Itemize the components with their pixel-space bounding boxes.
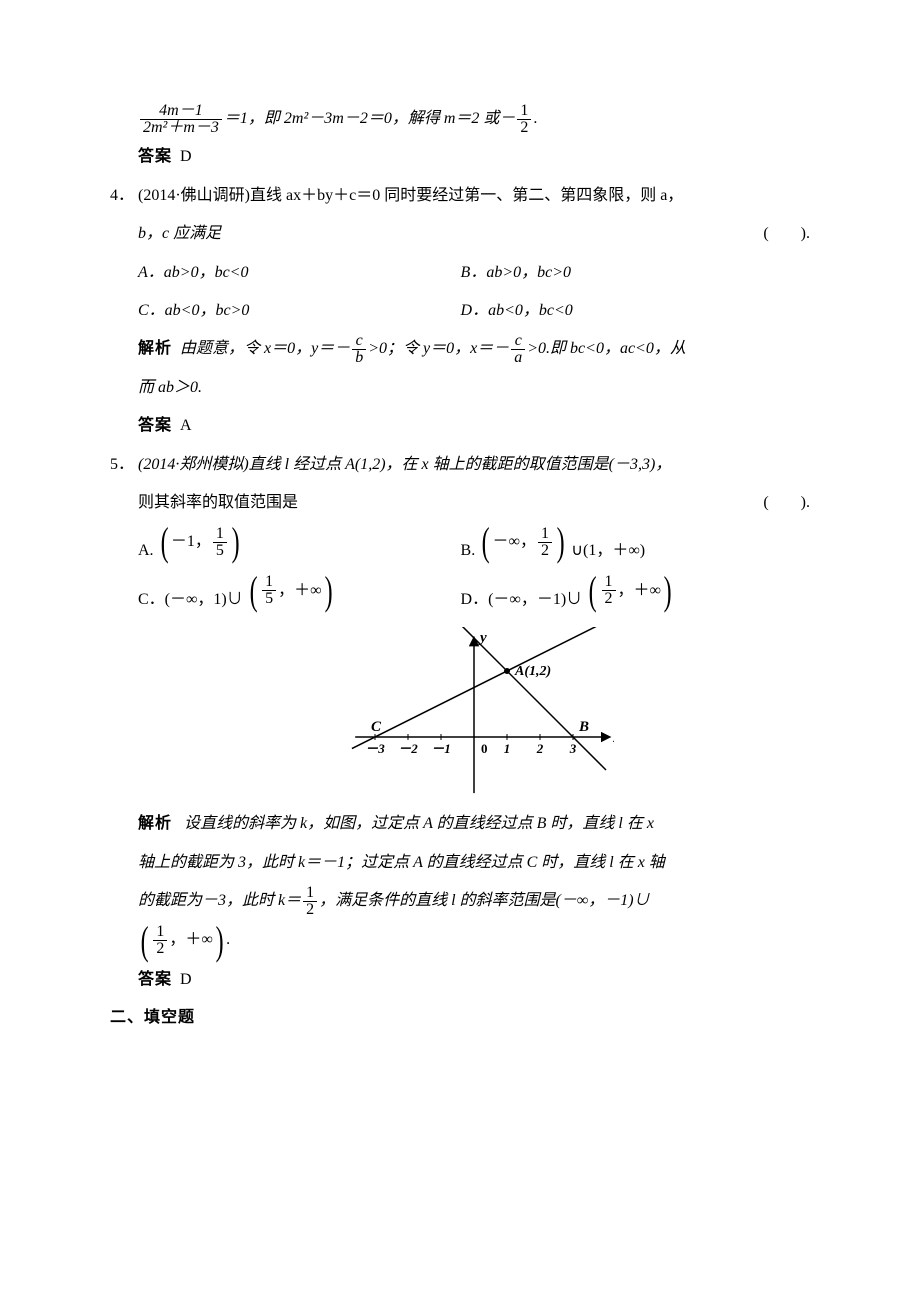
- q3-ans-label: 答案: [138, 138, 172, 176]
- q5-opts-row1: A. ( －1， 1 5 ) B. ( －∞， 1 2 ): [138, 522, 810, 570]
- q5-A-pre: A.: [138, 542, 154, 559]
- svg-text:2: 2: [536, 741, 544, 756]
- q4-answer: 答案 A: [138, 407, 810, 445]
- q5-B-p1: －∞，: [493, 523, 536, 561]
- q4-frac2: c a: [511, 333, 525, 366]
- q5-sol-l4-fd: 2: [153, 940, 167, 957]
- q4-paren: ( ).: [763, 215, 810, 253]
- svg-text:0: 0: [481, 741, 488, 756]
- q5-stem2-row: 则其斜率的取值范围是 ( ).: [138, 484, 810, 522]
- q5-sol-label: 解析: [138, 815, 172, 832]
- q5-optB: B. ( －∞， 1 2 ) ∪(1，＋∞): [461, 522, 646, 570]
- q5-D-suf: ，＋∞: [618, 572, 661, 610]
- q3-period: .: [533, 100, 537, 138]
- q5-B-suf: ∪(1，＋∞): [571, 542, 645, 559]
- q3-frac1-d: 2m²＋m－3: [140, 119, 222, 136]
- q4-ans-label: 答案: [138, 407, 172, 445]
- q5-answer: 答案 D: [138, 961, 810, 999]
- q5-opts-row2: C．(－∞，1)∪ ( 1 5 ，＋∞ ) D．(－∞，－1)∪ ( 1 2 ，…: [138, 571, 810, 619]
- q4-sol: 解析 由题意，令 x＝0，y＝－ c b >0；令 y＝0，x＝－ c a >0…: [138, 330, 810, 368]
- q5-optC: C．(－∞，1)∪ ( 1 5 ，＋∞ ): [138, 571, 461, 619]
- q4-opts-row2: C．ab<0，bc>0 D．ab<0，bc<0: [138, 292, 810, 330]
- q4-sol-mid2: >0.即 bc<0，ac<0，从: [527, 330, 686, 368]
- svg-text:－2: －2: [398, 741, 418, 756]
- q4-sol-label: 解析: [138, 330, 172, 368]
- q5-ans-label: 答案: [138, 961, 172, 999]
- q5-C-suf: ，＋∞: [278, 572, 321, 610]
- q5-sol-l4: ( 1 2 ，＋∞ ) .: [138, 921, 810, 961]
- q5-A-fd: 5: [213, 542, 227, 559]
- q5-paren: ( ).: [763, 484, 810, 522]
- q5-figure: －3－2－11230xyA(1,2)BC: [334, 627, 614, 797]
- q5-A-fn: 1: [213, 526, 227, 542]
- q5-sol-l1: 设直线的斜率为 k，如图，过定点 A 的直线经过点 B 时，直线 l 在 x: [184, 815, 654, 832]
- q5-B-fn: 1: [538, 526, 552, 542]
- q5-sol-l4-fn: 1: [153, 924, 167, 940]
- q5-D-pre: D．(－∞，－1)∪: [461, 591, 583, 608]
- svg-text:3: 3: [569, 741, 577, 756]
- q4-stem1: (2014·佛山调研)直线 ax＋by＋c＝0 同时要经过第一、第二、第四象限，…: [138, 177, 810, 215]
- q5-A-p1: －1，: [171, 523, 211, 561]
- q5: 5． (2014·郑州模拟)直线 l 经过点 A(1,2)，在 x 轴上的截距的…: [110, 446, 810, 999]
- q5-sol-l3-post: ，满足条件的直线 l 的斜率范围是(－∞，－1)∪: [319, 882, 650, 920]
- q4-num: 4．: [110, 177, 138, 215]
- q4: 4． (2014·佛山调研)直线 ax＋by＋c＝0 同时要经过第一、第二、第四…: [110, 177, 810, 446]
- svg-text:C: C: [371, 719, 382, 735]
- q4-sol-pre: 由题意，令 x＝0，y＝－: [180, 330, 350, 368]
- q5-sol-fn: 1: [303, 885, 317, 901]
- q4-f2d: a: [511, 349, 525, 366]
- q4-optD: D．ab<0，bc<0: [461, 292, 573, 330]
- q4-ans-val: A: [180, 407, 192, 445]
- q4-frac1: c b: [352, 333, 366, 366]
- q5-sol-l4-end: .: [226, 921, 230, 959]
- q5-sol-l3: 的截距为－3，此时 k＝ 1 2 ，满足条件的直线 l 的斜率范围是(－∞，－1…: [138, 882, 810, 920]
- q3-frac2: 1 2: [517, 103, 531, 136]
- q5-B-pre: B.: [461, 542, 476, 559]
- q4-f1d: b: [352, 349, 366, 366]
- q3-tail: 4m－1 2m²＋m－3 ＝1，即 2m²－3m－2＝0，解得 m＝2 或－ 1…: [110, 100, 810, 177]
- q5-sol-fd: 2: [303, 901, 317, 918]
- q5-C-fn: 1: [262, 574, 276, 590]
- q3-answer: 答案 D: [138, 138, 810, 176]
- q5-sol-l1-row: 解析 设直线的斜率为 k，如图，过定点 A 的直线经过点 B 时，直线 l 在 …: [138, 805, 810, 843]
- q5-C-fd: 5: [262, 590, 276, 607]
- q5-num: 5．: [110, 446, 138, 484]
- q3-frac1-n: 4m－1: [156, 103, 206, 119]
- q4-sol-l2: 而 ab＞0.: [138, 369, 810, 407]
- q5-optD: D．(－∞，－1)∪ ( 1 2 ，＋∞ ): [461, 571, 675, 619]
- svg-text:－3: －3: [365, 741, 385, 756]
- q5-D-fn: 1: [602, 574, 616, 590]
- q5-B-fd: 2: [538, 542, 552, 559]
- q5-sol-l3-pre: 的截距为－3，此时 k＝: [138, 882, 301, 920]
- q3-eq: 4m－1 2m²＋m－3 ＝1，即 2m²－3m－2＝0，解得 m＝2 或－ 1…: [138, 100, 810, 138]
- q4-stem2-row: b，c 应满足 ( ).: [138, 215, 810, 253]
- q4-optB: B．ab>0，bc>0: [461, 254, 571, 292]
- q3-eq-rhs: ＝1，即 2m²－3m－2＝0，解得 m＝2 或－: [224, 100, 515, 138]
- q4-stem2: b，c 应满足: [138, 215, 221, 253]
- svg-text:x: x: [612, 730, 614, 746]
- svg-text:B: B: [578, 719, 589, 735]
- q4-sol-mid1: >0；令 y＝0，x＝－: [368, 330, 509, 368]
- q3-frac1: 4m－1 2m²＋m－3: [140, 103, 222, 136]
- q5-sol-l4-suf: ，＋∞: [169, 921, 212, 959]
- section-2-heading: 二、填空题: [110, 999, 810, 1037]
- q5-stem1: (2014·郑州模拟)直线 l 经过点 A(1,2)，在 x 轴上的截距的取值范…: [138, 446, 810, 484]
- q3-ans-val: D: [180, 138, 192, 176]
- svg-text:A(1,2): A(1,2): [514, 664, 551, 679]
- q5-C-pre: C．(－∞，1)∪: [138, 591, 243, 608]
- q5-optA: A. ( －1， 1 5 ): [138, 522, 461, 570]
- q4-f1n: c: [353, 333, 366, 349]
- q3-frac2-n: 1: [517, 103, 531, 119]
- q4-opts-row1: A．ab>0，bc<0 B．ab>0，bc>0: [138, 254, 810, 292]
- svg-text:－1: －1: [431, 741, 451, 756]
- q3-frac2-d: 2: [517, 119, 531, 136]
- q4-optC: C．ab<0，bc>0: [138, 292, 461, 330]
- q5-stem2: 则其斜率的取值范围是: [138, 484, 298, 522]
- svg-text:1: 1: [504, 741, 511, 756]
- q5-sol-l2: 轴上的截距为 3，此时 k＝－1；过定点 A 的直线经过点 C 时，直线 l 在…: [138, 844, 810, 882]
- q5-D-fd: 2: [602, 590, 616, 607]
- q4-optA: A．ab>0，bc<0: [138, 254, 461, 292]
- q5-ans-val: D: [180, 961, 192, 999]
- q4-f2n: c: [512, 333, 525, 349]
